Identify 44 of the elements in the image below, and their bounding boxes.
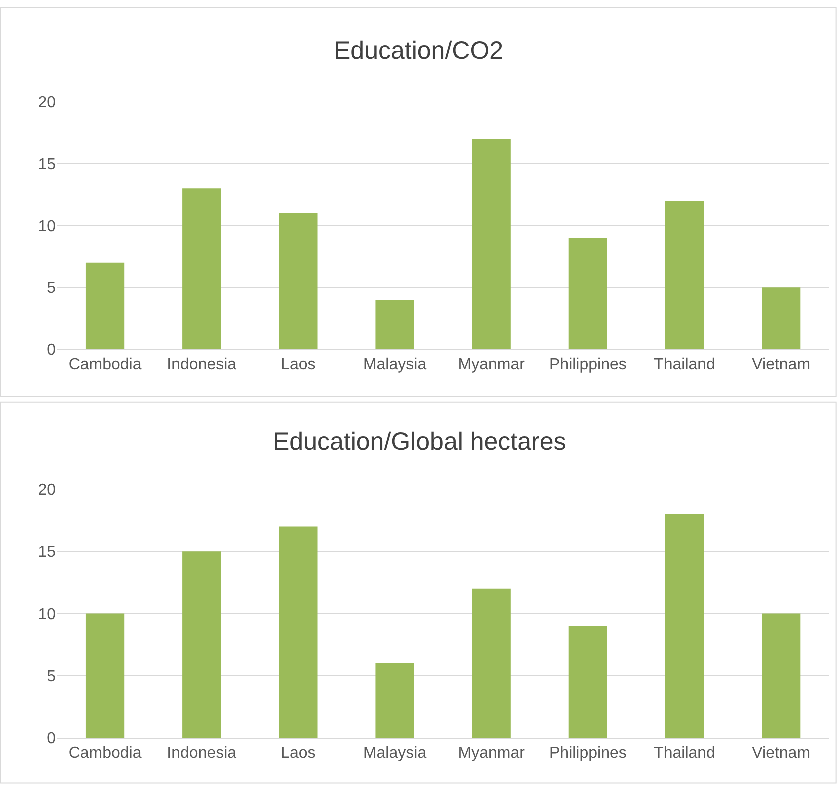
x-tick-label: Cambodia	[68, 745, 142, 762]
x-tick-label: Cambodia	[68, 356, 142, 374]
y-tick-label: 15	[38, 156, 56, 174]
x-tick-label: Philippines	[549, 356, 627, 374]
x-tick-label: Myanmar	[458, 745, 526, 762]
bar	[376, 300, 414, 350]
bar	[762, 614, 801, 738]
bar	[86, 614, 125, 738]
y-tick-label: 10	[38, 606, 56, 624]
bar	[665, 514, 704, 738]
y-tick-label: 10	[38, 218, 56, 236]
x-tick-label: Vietnam	[752, 356, 811, 374]
bar	[279, 526, 318, 738]
chart-title: Education/Global hectares	[273, 428, 566, 456]
bar	[472, 139, 511, 350]
x-tick-label: Thailand	[654, 745, 716, 762]
x-tick-label: Vietnam	[752, 745, 811, 762]
y-tick-label: 0	[47, 730, 56, 748]
bar	[665, 200, 704, 350]
bar	[472, 588, 511, 738]
bar	[86, 262, 125, 350]
bar	[568, 238, 608, 350]
x-tick-label: Myanmar	[458, 356, 526, 374]
y-tick-label: 0	[47, 342, 56, 360]
y-tick-label: 5	[47, 668, 56, 686]
y-tick-label: 20	[38, 94, 56, 112]
x-tick-label: Laos	[281, 745, 316, 762]
y-tick-label: 20	[38, 482, 56, 500]
x-tick-label: Philippines	[549, 745, 627, 762]
chart-title: Education/CO2	[334, 37, 504, 65]
y-tick-label: 5	[47, 280, 56, 298]
x-tick-label: Laos	[281, 356, 316, 374]
bar	[568, 626, 608, 738]
y-tick-label: 15	[38, 544, 56, 562]
x-tick-label: Malaysia	[363, 745, 427, 762]
x-tick-label: Thailand	[654, 356, 716, 374]
bar	[376, 663, 414, 738]
x-tick-label: Indonesia	[167, 745, 237, 762]
bar	[279, 213, 318, 350]
bar	[762, 288, 801, 350]
bar	[182, 552, 222, 738]
x-tick-label: Indonesia	[167, 356, 237, 374]
bar	[182, 188, 222, 350]
x-tick-label: Malaysia	[363, 356, 427, 374]
